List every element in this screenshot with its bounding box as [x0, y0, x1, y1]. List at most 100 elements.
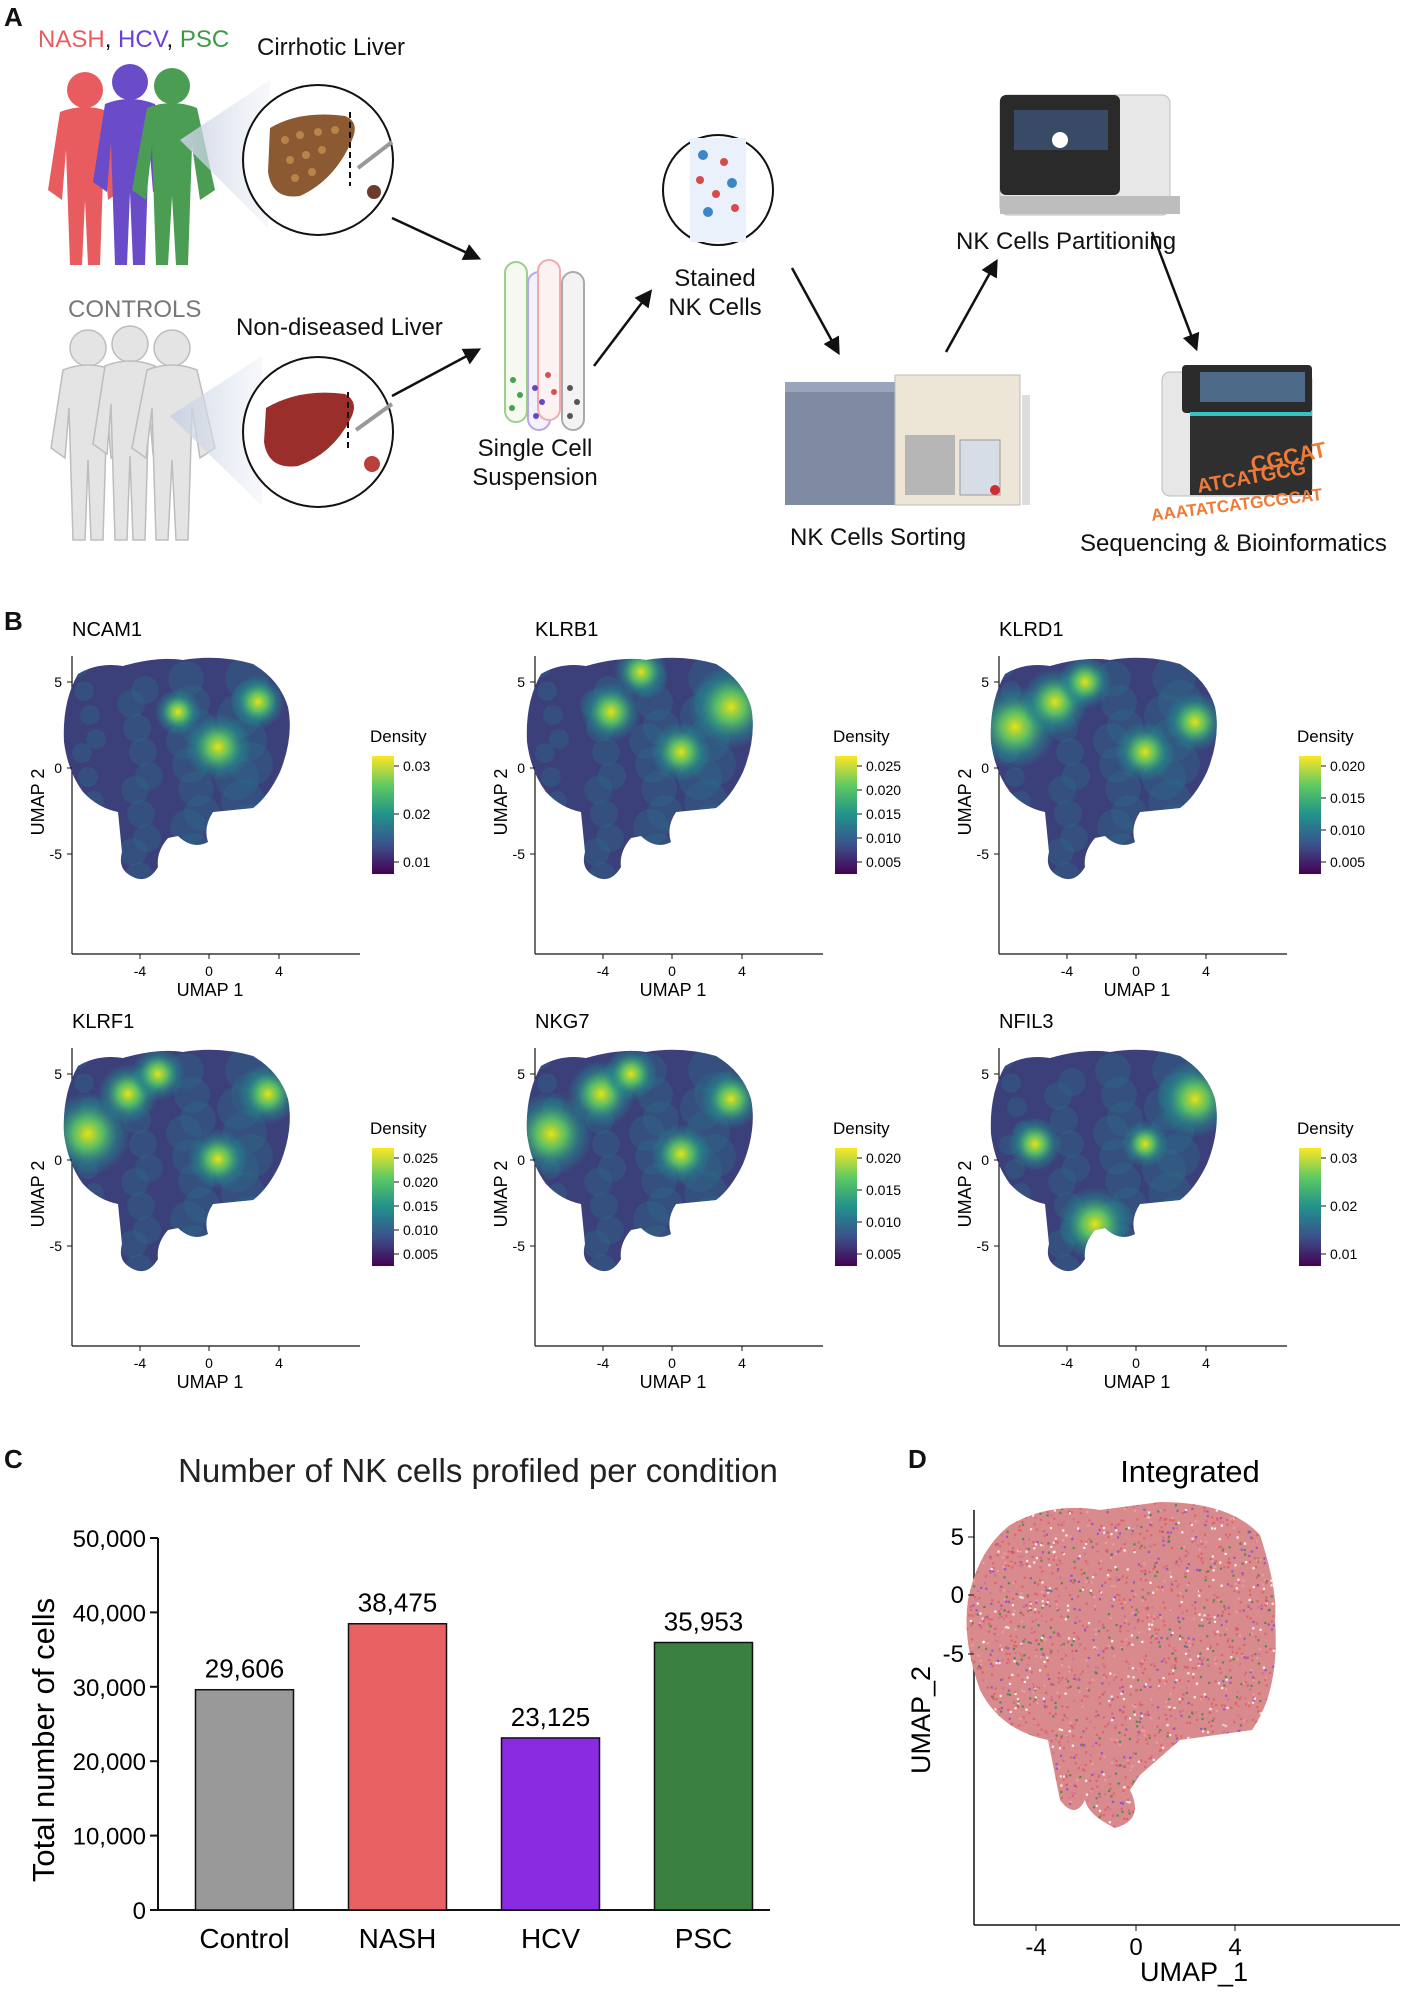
- umap-density-plot-klrb1: KLRB1 5 0 -5 -4 0 4 UMAP 1 UMAP 2 Density 0.025 0.0…: [491, 619, 901, 1000]
- x-tick-label: -4: [1025, 1934, 1046, 1961]
- colorbar-tick-label: 0.005: [1330, 854, 1365, 870]
- y-tick-label: 10,000: [73, 1824, 146, 1851]
- y-tick-label: -5: [977, 1238, 990, 1254]
- colorbar-tick-label: 0.03: [403, 758, 430, 774]
- colorbar-tick-label: 0.015: [866, 1182, 901, 1198]
- bar-value-label: 23,125: [511, 1702, 591, 1732]
- colorbar-tick-label: 0.020: [1330, 758, 1365, 774]
- colorbar-tick-label: 0.025: [866, 758, 901, 774]
- y-tick-label: 0: [981, 760, 989, 776]
- normal-liver-inset: [242, 356, 394, 508]
- y-tick-label: 20,000: [73, 1749, 146, 1776]
- human-figure-nash: [48, 72, 122, 265]
- legend-title: Density: [833, 727, 890, 746]
- chart-ylabel: Total number of cells: [26, 1598, 61, 1882]
- hcv-label: HCV: [118, 26, 167, 53]
- bar-hcv: [500, 1737, 601, 1911]
- colorbar-tick-label: 0.02: [1330, 1198, 1357, 1214]
- colorbar-tick-label: 0.010: [1330, 822, 1365, 838]
- colorbar-tick-label: 0.015: [1330, 790, 1365, 806]
- y-tick-label: 40,000: [73, 1600, 146, 1627]
- colorbar-tick-label: 0.02: [403, 806, 430, 822]
- partitioning-label: NK Cells Partitioning: [956, 228, 1177, 255]
- comma: ,: [104, 26, 112, 53]
- bar-value-label: 38,475: [358, 1588, 438, 1618]
- panel-c-label: C: [4, 1444, 23, 1474]
- y-tick-label: 5: [517, 674, 525, 690]
- sequencer-machine-icon: [1161, 365, 1313, 497]
- y-tick-label: 30,000: [73, 1675, 146, 1702]
- comma: ,: [166, 26, 174, 53]
- colorbar: [835, 756, 857, 874]
- bar-chart: Number of NK cells profiled per conditio…: [26, 1452, 778, 1954]
- partitioning-machine-icon: [999, 94, 1180, 216]
- y-tick-label: 5: [517, 1066, 525, 1082]
- colorbar: [372, 756, 394, 874]
- x-tick-label: 4: [738, 963, 746, 979]
- single-cell-line2: Suspension: [472, 464, 598, 491]
- colorbar-tick-label: 0.020: [866, 782, 901, 798]
- colorbar: [1299, 1148, 1321, 1266]
- sorter-machine-icon: [785, 374, 1030, 506]
- colorbar: [372, 1148, 394, 1266]
- x-tick-label: 0: [668, 963, 676, 979]
- panel-a-illustration: CGCAT ATCATGCG AAATATCATGCGCAT: [48, 64, 1329, 541]
- bar-control: [194, 1688, 295, 1911]
- x-tick-label: -4: [597, 963, 610, 979]
- bar-value-label: 29,606: [205, 1654, 285, 1684]
- y-tick-label: -5: [943, 1641, 964, 1668]
- category-label: PSC: [675, 1923, 733, 1954]
- umap-d-ylabel: UMAP_2: [906, 1666, 936, 1774]
- umap-density-blob: [990, 657, 1217, 880]
- umap-density-plot-nkg7: NKG7 5 0 -5 -4 0 4 UMAP 1 UMAP 2 Density 0.020 0.01…: [491, 1011, 901, 1392]
- legend-title: Density: [833, 1119, 890, 1138]
- y-tick-label: 5: [54, 674, 62, 690]
- chart-title: Number of NK cells profiled per conditio…: [178, 1452, 778, 1489]
- single-cell-line1: Single Cell: [477, 435, 593, 462]
- umap-d-ticks: 5 0 -5 -4 0 4: [943, 1524, 1242, 1961]
- legend-title: Density: [1297, 1119, 1354, 1138]
- zoom-cone: [180, 80, 270, 228]
- y-axis-label: UMAP 2: [491, 1161, 511, 1228]
- y-tick-label: 0: [54, 1152, 62, 1168]
- stained-line1: Stained: [674, 265, 756, 292]
- y-axis-label: UMAP 2: [28, 1161, 48, 1228]
- colorbar-tick-label: 0.015: [403, 1198, 438, 1214]
- x-axis-label: UMAP 1: [177, 1372, 244, 1392]
- cirrhotic-liver-label: Cirrhotic Liver: [257, 34, 406, 61]
- integrated-scatter: [966, 1502, 1276, 1828]
- colorbar-tick-label: 0.020: [866, 1150, 901, 1166]
- single-cell-label: Single Cell Suspension: [440, 434, 630, 492]
- panel-d-label: D: [908, 1444, 927, 1474]
- sorting-label: NK Cells Sorting: [790, 524, 967, 551]
- sequencing-label: Sequencing & Bioinformatics: [1080, 530, 1387, 557]
- gene-title: NKG7: [535, 1011, 589, 1033]
- y-axis-label: UMAP 2: [955, 1161, 975, 1228]
- umap-density-blob: [63, 657, 290, 880]
- y-tick-label: 0: [951, 1582, 964, 1609]
- legend-title: Density: [1297, 727, 1354, 746]
- colorbar-tick-label: 0.010: [403, 1222, 438, 1238]
- y-tick-label: -5: [513, 1238, 526, 1254]
- gene-title: KLRF1: [72, 1011, 134, 1033]
- y-tick-label: 0: [54, 760, 62, 776]
- y-tick-label: 5: [981, 1066, 989, 1082]
- colorbar-tick-label: 0.03: [1330, 1150, 1357, 1166]
- umap-d-title: Integrated: [1120, 1454, 1260, 1489]
- y-tick-label: 0: [133, 1898, 146, 1925]
- colorbar-tick-label: 0.025: [403, 1150, 438, 1166]
- umap-density-plot-ncam1: NCAM1 5 0 -5 -4 0 4 UMAP 1 UMAP 2 Density 0.03 0.02…: [28, 619, 430, 1000]
- x-tick-label: -4: [597, 1355, 610, 1371]
- umap-d-xlabel: UMAP_1: [1140, 1957, 1248, 1987]
- category-label: Control: [199, 1923, 289, 1954]
- x-tick-label: 4: [1228, 1934, 1241, 1961]
- x-tick-label: -4: [1061, 1355, 1074, 1371]
- stained-label: Stained NK Cells: [640, 264, 790, 322]
- y-tick-label: -5: [50, 846, 63, 862]
- y-tick-label: -5: [50, 1238, 63, 1254]
- colorbar-tick-label: 0.005: [866, 854, 901, 870]
- x-axis-label: UMAP 1: [640, 980, 707, 1000]
- nash-label: NASH: [38, 26, 105, 53]
- stained-cells-inset: [662, 134, 774, 246]
- y-tick-label: 0: [981, 1152, 989, 1168]
